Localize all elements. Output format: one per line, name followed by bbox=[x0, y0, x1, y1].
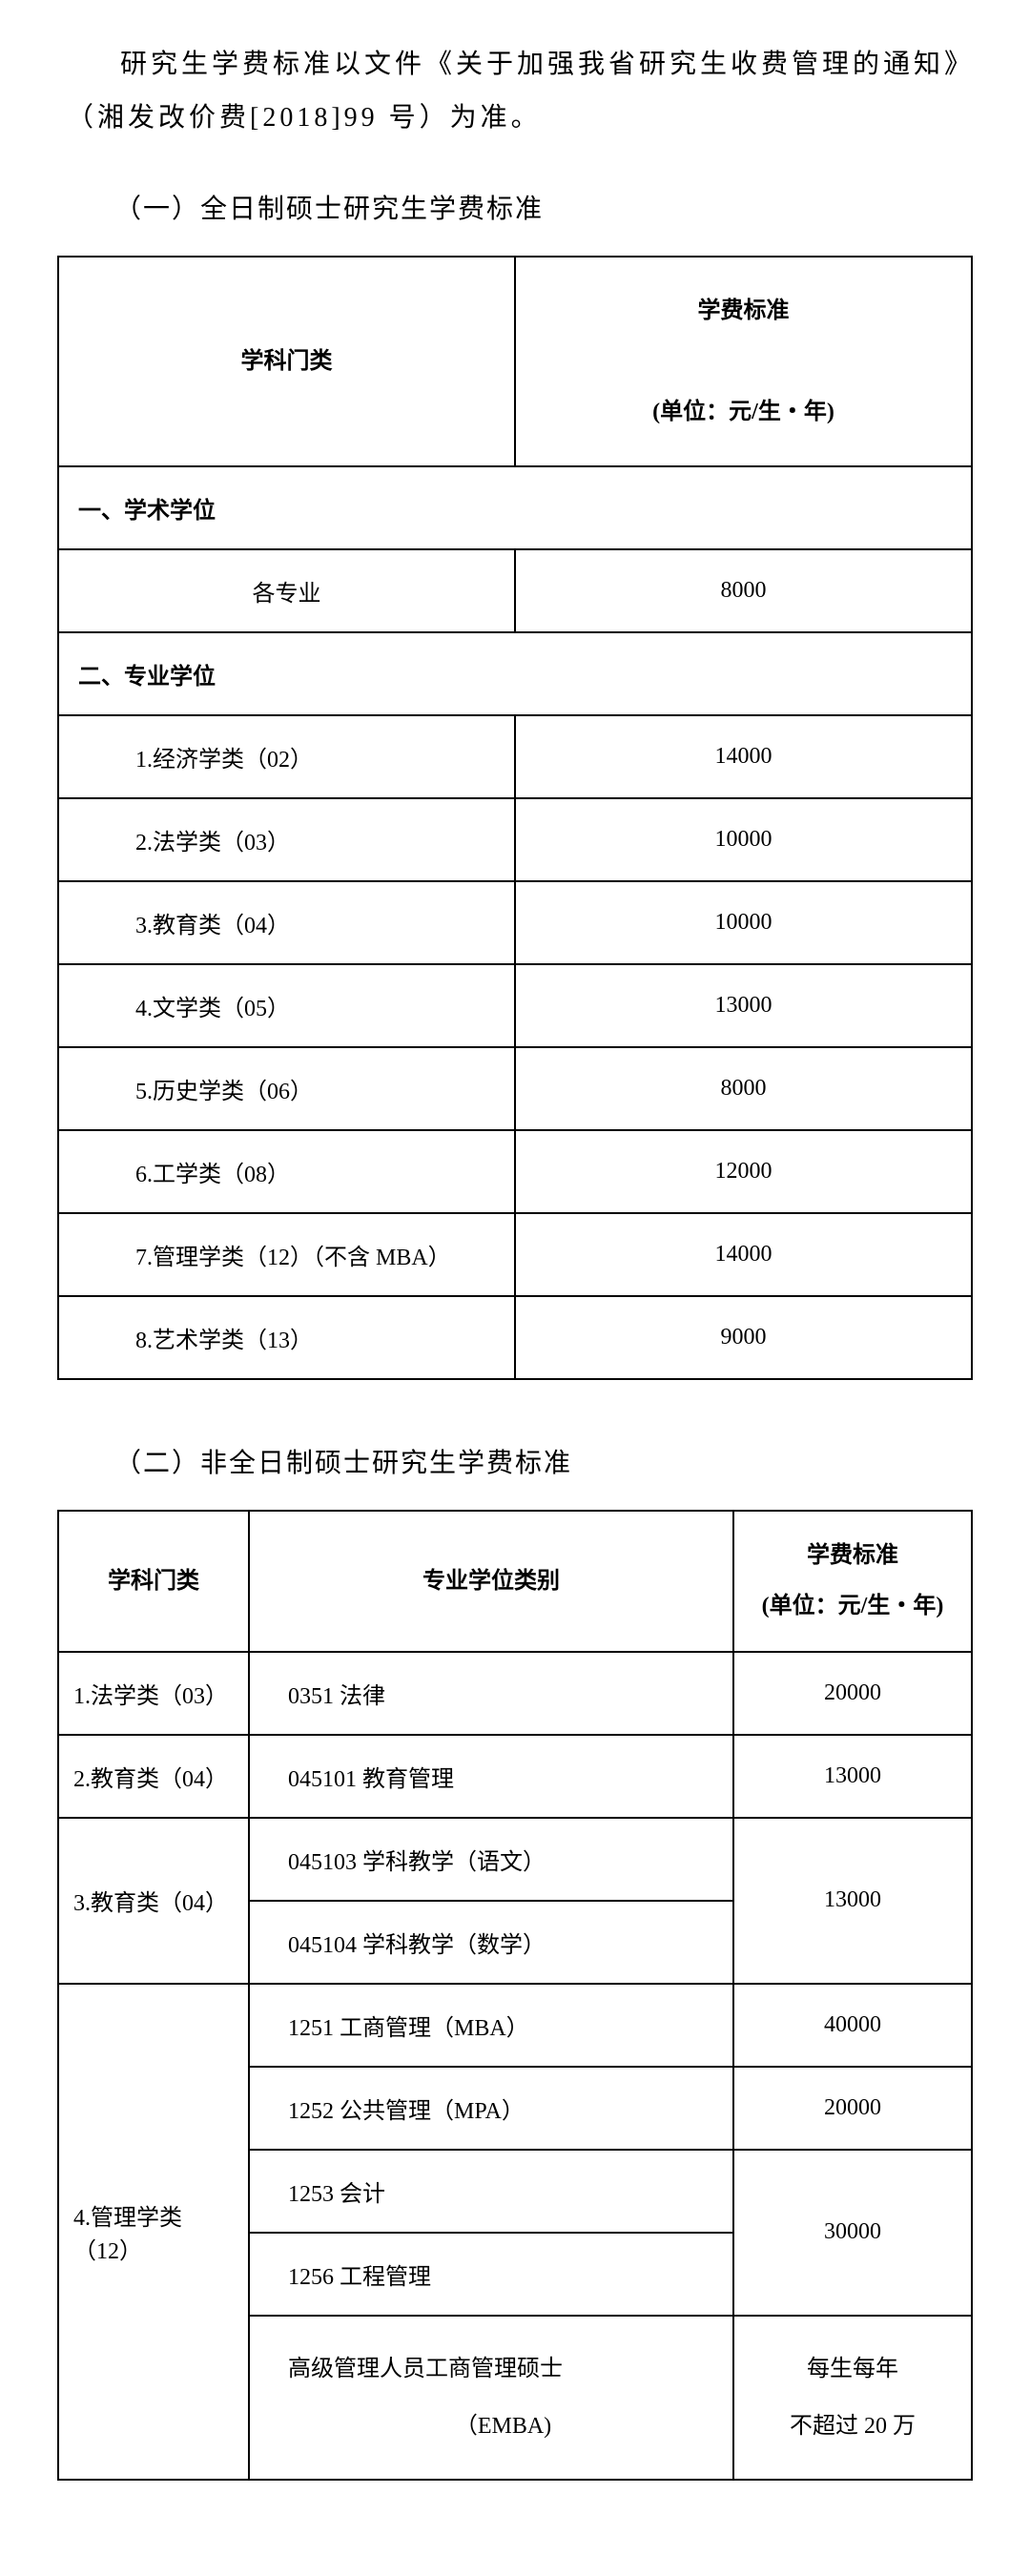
header-fee-line2: (单位：元/生・年) bbox=[744, 1581, 961, 1632]
group1-header: 一、学术学位 bbox=[58, 466, 972, 549]
cell-fee: 20000 bbox=[733, 1652, 972, 1735]
table-row: 各专业 8000 bbox=[58, 549, 972, 632]
cell-fee: 8000 bbox=[515, 1047, 972, 1130]
fulltime-fee-table: 学科门类 学费标准 (单位：元/生・年) 一、学术学位 各专业 8000 二、专… bbox=[57, 256, 973, 1380]
table-row: 3.教育类（04） 10000 bbox=[58, 881, 972, 964]
table-row: 8.艺术学类（13） 9000 bbox=[58, 1296, 972, 1379]
cell-fee: 8000 bbox=[515, 549, 972, 632]
section2-title: （二）非全日制硕士研究生学费标准 bbox=[57, 1437, 973, 1491]
table-row: 4.管理学类（12） 1251 工商管理（MBA） 40000 bbox=[58, 1984, 972, 2067]
cell-fee: 10000 bbox=[515, 798, 972, 881]
header-fee-line2: (单位：元/生・年) bbox=[525, 387, 961, 438]
cell-name: 8.艺术学类（13） bbox=[58, 1296, 515, 1379]
table-row: 1.法学类（03） 0351 法律 20000 bbox=[58, 1652, 972, 1735]
table-header-row: 学科门类 学费标准 (单位：元/生・年) bbox=[58, 257, 972, 466]
cell-name: 4.文学类（05） bbox=[58, 964, 515, 1047]
cell-name: 5.历史学类（06） bbox=[58, 1047, 515, 1130]
cell-major-line1: 高级管理人员工商管理硕士 bbox=[288, 2340, 718, 2398]
cell-fee: 13000 bbox=[733, 1735, 972, 1818]
cell-category: 3.教育类（04） bbox=[58, 1818, 249, 1984]
cell-major: 045104 学科教学（数学） bbox=[249, 1901, 733, 1984]
header-major: 专业学位类别 bbox=[249, 1511, 733, 1652]
group2-header: 二、专业学位 bbox=[58, 632, 972, 715]
intro-paragraph: 研究生学费标准以文件《关于加强我省研究生收费管理的通知》（湘发改价费[2018]… bbox=[57, 38, 973, 145]
cell-fee: 13000 bbox=[515, 964, 972, 1047]
table-row: 6.工学类（08） 12000 bbox=[58, 1130, 972, 1213]
table-row: 2.教育类（04） 045101 教育管理 13000 bbox=[58, 1735, 972, 1818]
cell-major: 1252 公共管理（MPA） bbox=[249, 2067, 733, 2150]
cell-fee: 30000 bbox=[733, 2150, 972, 2316]
cell-major: 045101 教育管理 bbox=[249, 1735, 733, 1818]
cell-fee: 14000 bbox=[515, 1213, 972, 1296]
cell-major: 1256 工程管理 bbox=[249, 2233, 733, 2316]
cell-fee: 40000 bbox=[733, 1984, 972, 2067]
table-row: 1.经济学类（02） 14000 bbox=[58, 715, 972, 798]
cell-fee-line1: 每生每年 bbox=[749, 2340, 957, 2398]
cell-name: 1.经济学类（02） bbox=[58, 715, 515, 798]
cell-fee: 13000 bbox=[733, 1818, 972, 1984]
table-row: 2.法学类（03） 10000 bbox=[58, 798, 972, 881]
cell-major: 1253 会计 bbox=[249, 2150, 733, 2233]
cell-category: 4.管理学类（12） bbox=[58, 1984, 249, 2480]
table-row: 5.历史学类（06） 8000 bbox=[58, 1047, 972, 1130]
cell-fee: 20000 bbox=[733, 2067, 972, 2150]
header-category: 学科门类 bbox=[58, 257, 515, 466]
group-header-row: 一、学术学位 bbox=[58, 466, 972, 549]
table-header-row: 学科门类 专业学位类别 学费标准 (单位：元/生・年) bbox=[58, 1511, 972, 1652]
cell-major: 高级管理人员工商管理硕士 （EMBA) bbox=[249, 2316, 733, 2480]
cell-major-line2: （EMBA) bbox=[288, 2398, 718, 2455]
section1-title: （一）全日制硕士研究生学费标准 bbox=[57, 183, 973, 237]
group-header-row: 二、专业学位 bbox=[58, 632, 972, 715]
header-fee-line1: 学费标准 bbox=[744, 1531, 961, 1581]
table-row: 4.文学类（05） 13000 bbox=[58, 964, 972, 1047]
cell-fee: 每生每年 不超过 20 万 bbox=[733, 2316, 972, 2480]
table-row: 3.教育类（04） 045103 学科教学（语文） 13000 bbox=[58, 1818, 972, 1901]
cell-category: 2.教育类（04） bbox=[58, 1735, 249, 1818]
header-fee: 学费标准 (单位：元/生・年) bbox=[733, 1511, 972, 1652]
cell-major: 045103 学科教学（语文） bbox=[249, 1818, 733, 1901]
table-row: 7.管理学类（12）（不含 MBA） 14000 bbox=[58, 1213, 972, 1296]
cell-name: 6.工学类（08） bbox=[58, 1130, 515, 1213]
cell-fee: 10000 bbox=[515, 881, 972, 964]
cell-fee: 9000 bbox=[515, 1296, 972, 1379]
cell-category: 1.法学类（03） bbox=[58, 1652, 249, 1735]
cell-fee: 12000 bbox=[515, 1130, 972, 1213]
header-fee-line1: 学费标准 bbox=[525, 286, 961, 337]
cell-name: 2.法学类（03） bbox=[58, 798, 515, 881]
cell-fee: 14000 bbox=[515, 715, 972, 798]
cell-name: 3.教育类（04） bbox=[58, 881, 515, 964]
cell-fee-line2: 不超过 20 万 bbox=[749, 2398, 957, 2455]
header-category: 学科门类 bbox=[58, 1511, 249, 1652]
cell-name: 7.管理学类（12）（不含 MBA） bbox=[58, 1213, 515, 1296]
cell-name: 各专业 bbox=[58, 549, 515, 632]
cell-major: 0351 法律 bbox=[249, 1652, 733, 1735]
parttime-fee-table: 学科门类 专业学位类别 学费标准 (单位：元/生・年) 1.法学类（03） 03… bbox=[57, 1510, 973, 2481]
cell-major: 1251 工商管理（MBA） bbox=[249, 1984, 733, 2067]
header-fee: 学费标准 (单位：元/生・年) bbox=[515, 257, 972, 466]
